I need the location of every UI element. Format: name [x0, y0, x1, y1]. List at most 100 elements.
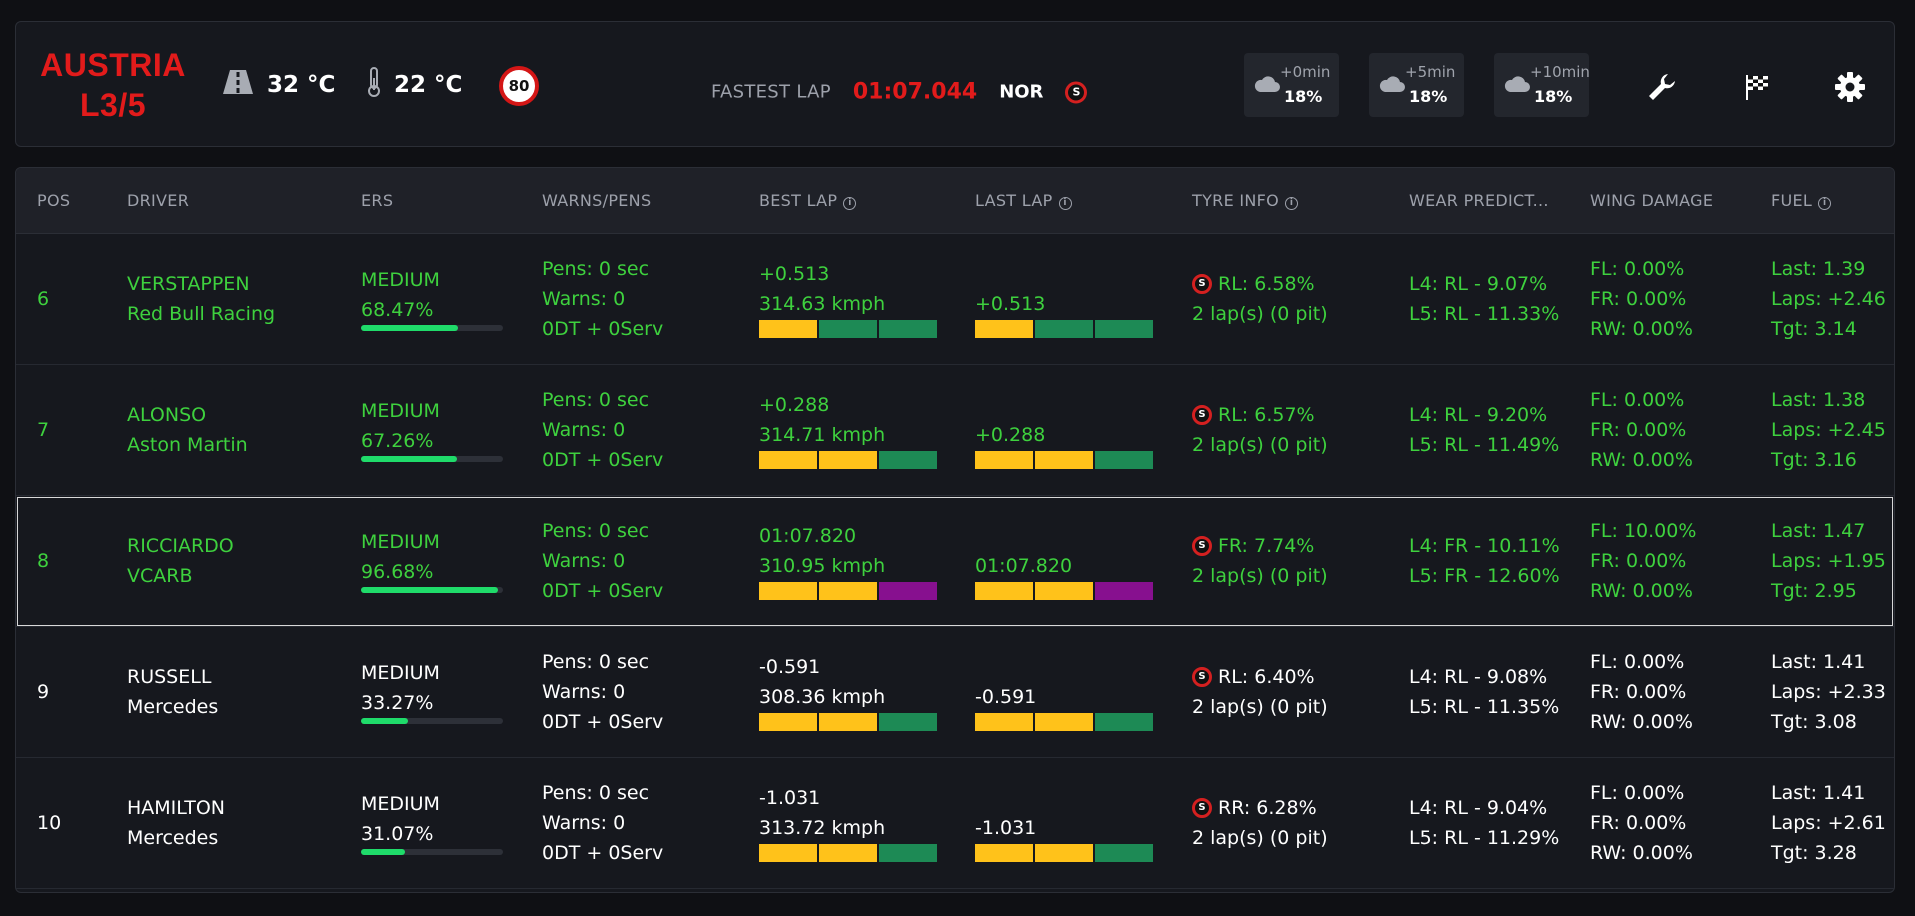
column-header-pos[interactable]: POS [37, 191, 71, 210]
info-icon[interactable]: i [1058, 197, 1072, 210]
sector-2 [1035, 582, 1093, 600]
sector-2 [819, 451, 877, 469]
weather-forecast-5: +5min 18% [1369, 53, 1464, 117]
wear-predict-l4: L4: RL - 9.07% [1409, 273, 1548, 295]
position: 8 [37, 550, 50, 572]
fuel-last: Last: 1.38 [1771, 389, 1866, 411]
wear-predict-l4: L4: RL - 9.20% [1409, 404, 1548, 426]
team-name: Aston Martin [127, 434, 248, 456]
sector-2 [819, 844, 877, 862]
info-icon[interactable]: i [1818, 197, 1832, 210]
drive-through-serve: 0DT + 0Serv [542, 580, 664, 602]
wear-predict-l5: L5: RL - 11.33% [1409, 303, 1560, 325]
ers-mode: MEDIUM [361, 793, 440, 815]
best-lap-speed: 313.72 kmph [759, 817, 886, 839]
driver-name: ALONSO [127, 404, 207, 426]
ers-bar [361, 587, 503, 593]
fuel-header-label: FUEL [1771, 191, 1813, 210]
wing-damage-fr: FR: 0.00% [1590, 419, 1687, 441]
ers-mode: MEDIUM [361, 531, 440, 553]
best-lap-sectors [759, 451, 937, 469]
forecast-rain: 18% [1409, 87, 1448, 106]
sector-2 [1035, 451, 1093, 469]
tyre-laps: 2 lap(s) (0 pit) [1192, 696, 1328, 718]
ers-percent: 96.68% [361, 561, 434, 583]
table-row[interactable]: 10 HAMILTON Mercedes MEDIUM 31.07% Pens:… [16, 758, 1894, 889]
penalties: Pens: 0 sec [542, 258, 650, 280]
ers-bar [361, 718, 503, 724]
ers-percent: 68.47% [361, 299, 434, 321]
tyre-wear: S RL: 6.57% [1192, 400, 1315, 430]
table-row[interactable]: 7 ALONSO Aston Martin MEDIUM 67.26% Pens… [16, 365, 1894, 496]
gear-icon [1834, 71, 1866, 107]
column-header-best-lap[interactable]: BEST LAP i [759, 168, 857, 234]
wing-damage-fl: FL: 0.00% [1590, 389, 1685, 411]
wrench-button[interactable] [1645, 72, 1679, 106]
ers-mode: MEDIUM [361, 269, 440, 291]
flag-button[interactable] [1740, 72, 1774, 106]
tyre-wear-value: RR: 6.28% [1218, 797, 1317, 819]
tyre-wear-value: FR: 7.74% [1218, 535, 1315, 557]
tyre-info-header-label: TYRE INFO [1192, 191, 1280, 210]
track-lap-indicator: AUSTRIA L3/5 [38, 45, 188, 125]
ers-bar-fill [361, 587, 499, 593]
column-header-fuel[interactable]: FUEL i [1771, 168, 1832, 234]
column-header-tyre-info[interactable]: TYRE INFO i [1192, 168, 1299, 234]
column-header-warns-pens[interactable]: WARNS/PENS [542, 191, 652, 210]
tyre-wear-value: RL: 6.40% [1218, 666, 1315, 688]
table-row[interactable]: 9 RUSSELL Mercedes MEDIUM 33.27% Pens: 0… [16, 627, 1894, 758]
last-lap-sectors [975, 582, 1153, 600]
ers-percent: 31.07% [361, 823, 434, 845]
sector-1 [759, 451, 817, 469]
ers-bar [361, 325, 503, 331]
info-icon[interactable]: i [843, 197, 857, 210]
wear-predict-l4: L4: FR - 10.11% [1409, 535, 1560, 557]
last-lap-header-label: LAST LAP [975, 191, 1053, 210]
wing-damage-rw: RW: 0.00% [1590, 318, 1693, 340]
soft-tyre-icon: S [1192, 274, 1212, 294]
wear-predict-l4: L4: RL - 9.04% [1409, 797, 1548, 819]
last-lap-sectors [975, 713, 1153, 731]
ers-bar-fill [361, 325, 459, 331]
road-icon [221, 68, 255, 102]
fuel-target: Tgt: 3.16 [1771, 449, 1857, 471]
best-lap-delta: -1.031 [759, 787, 821, 809]
drive-through-serve: 0DT + 0Serv [542, 711, 664, 733]
last-lap-sectors [975, 844, 1153, 862]
best-lap-speed: 314.63 kmph [759, 293, 886, 315]
track-temperature: 32 °C [221, 67, 335, 103]
column-header-wing-damage[interactable]: WING DAMAGE [1590, 191, 1714, 210]
table-row[interactable]: 8 RICCIARDO VCARB MEDIUM 96.68% Pens: 0 … [16, 496, 1894, 627]
best-lap-delta: +0.288 [759, 394, 830, 416]
last-lap-delta: -1.031 [975, 817, 1037, 839]
fuel-laps: Laps: +2.33 [1771, 681, 1886, 703]
table-row[interactable]: 6 VERSTAPPEN Red Bull Racing MEDIUM 68.4… [16, 234, 1894, 365]
sector-3 [1095, 582, 1153, 600]
tyre-laps: 2 lap(s) (0 pit) [1192, 827, 1328, 849]
info-icon[interactable]: i [1285, 197, 1299, 210]
cloud-icon [1378, 75, 1406, 97]
wing-damage-fr: FR: 0.00% [1590, 812, 1687, 834]
fuel-last: Last: 1.41 [1771, 782, 1866, 804]
sector-2 [1035, 844, 1093, 862]
settings-button[interactable] [1833, 72, 1867, 106]
ers-bar [361, 456, 503, 462]
sector-3 [1095, 320, 1153, 338]
team-name: Mercedes [127, 696, 219, 718]
ers-mode: MEDIUM [361, 400, 440, 422]
column-header-ers[interactable]: ERS [361, 191, 394, 210]
column-header-wear-predict[interactable]: WEAR PREDICT... [1409, 191, 1549, 210]
column-header-driver[interactable]: DRIVER [127, 191, 190, 210]
forecast-rain: 18% [1284, 87, 1323, 106]
wing-damage-fl: FL: 0.00% [1590, 651, 1685, 673]
fuel-target: Tgt: 3.28 [1771, 842, 1857, 864]
wing-damage-fl: FL: 0.00% [1590, 782, 1685, 804]
column-header-last-lap[interactable]: LAST LAP i [975, 168, 1072, 234]
tyre-laps: 2 lap(s) (0 pit) [1192, 565, 1328, 587]
track-temp-value: 32 °C [267, 72, 336, 98]
sector-2 [1035, 713, 1093, 731]
best-lap-speed: 310.95 kmph [759, 555, 886, 577]
fuel-target: Tgt: 3.08 [1771, 711, 1857, 733]
team-name: Mercedes [127, 827, 219, 849]
wear-predict-l5: L5: FR - 12.60% [1409, 565, 1560, 587]
